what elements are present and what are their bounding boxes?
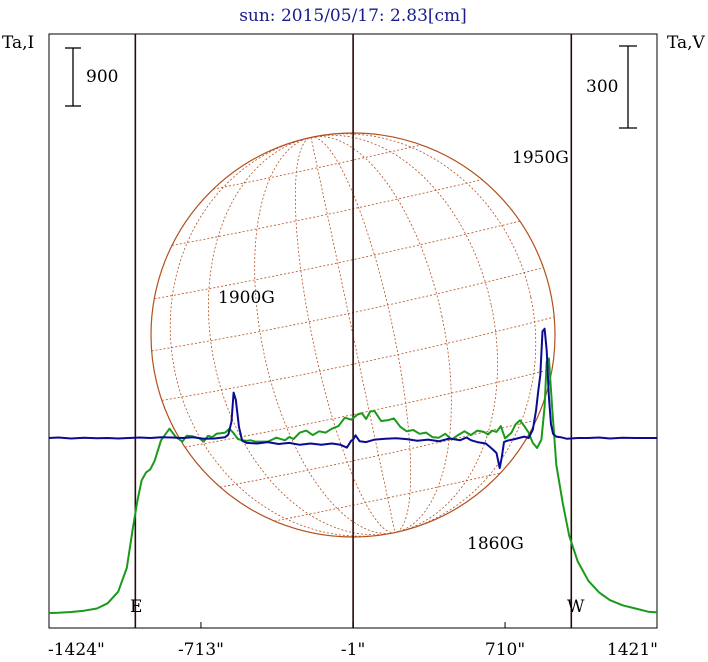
polarization-curve xyxy=(48,327,657,470)
disk-grid xyxy=(151,133,555,537)
right-axis-label: Ta,V xyxy=(667,33,706,53)
annotation-1900g: 1900G xyxy=(218,288,275,308)
parallel-7 xyxy=(274,472,501,522)
limb-and-center-lines xyxy=(134,34,573,628)
parallel-2 xyxy=(154,220,520,300)
west-limb-label: W xyxy=(567,597,585,617)
meridian-1 xyxy=(254,136,452,534)
parallel-1 xyxy=(171,179,483,246)
left-scale-bar xyxy=(65,47,81,107)
x-tick-label-3: 710" xyxy=(485,640,525,660)
x-tick-label-4: 1421" xyxy=(607,640,658,660)
parallel-4 xyxy=(161,316,555,401)
annotation-1860g: 1860G xyxy=(467,534,524,554)
x-tick-label-1: -713" xyxy=(178,640,224,660)
right-scale-bar-label: 300 xyxy=(586,77,618,97)
parallel-6 xyxy=(220,419,537,488)
annotation-1950g: 1950G xyxy=(512,148,569,168)
left-axis-label: Ta,I xyxy=(2,33,34,53)
parallel-5 xyxy=(184,368,553,448)
x-tick-label-0: -1424" xyxy=(48,640,105,660)
chart-title: sun: 2015/05/17: 2.83[cm] xyxy=(239,6,467,26)
parallel-3 xyxy=(151,267,544,352)
meridian-2 xyxy=(208,134,498,536)
x-axis-ticks: -1424" -713" -1" 710" 1421" xyxy=(48,622,658,660)
left-scale-bar-label: 900 xyxy=(86,67,118,87)
right-scale-bar xyxy=(619,45,637,129)
x-tick-label-2: -1" xyxy=(341,640,365,660)
data-series xyxy=(48,327,658,614)
east-limb-label: E xyxy=(130,597,142,617)
